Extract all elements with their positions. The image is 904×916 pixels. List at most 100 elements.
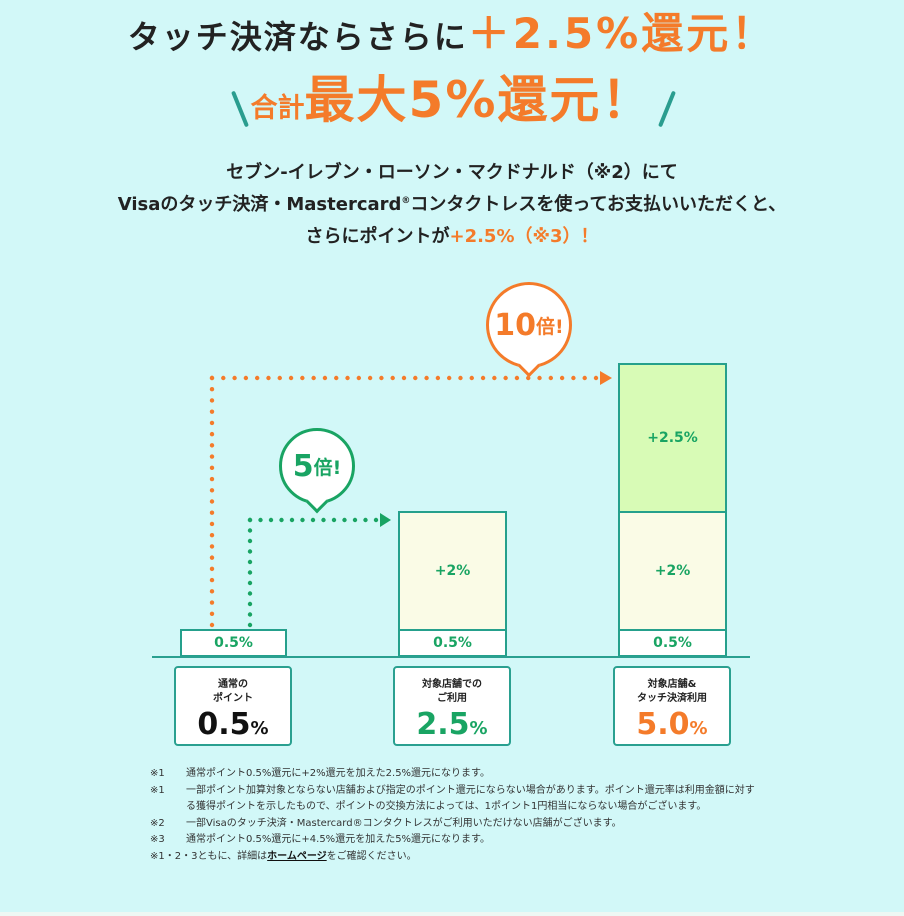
arrow-dot: [247, 517, 253, 523]
footnote-last: ※1・2・3ともに、詳細はホームページをご確認ください。: [150, 850, 417, 862]
arrow-dot: [209, 555, 215, 560]
arrow-dot: [247, 559, 253, 565]
description-line2-a: Visaのタッチ決済・Mastercard: [117, 194, 402, 215]
arrow-dot: [367, 375, 373, 381]
arrow-dot: [537, 375, 542, 381]
card-touch-value: 5.0%: [636, 707, 708, 742]
headline-total-label: 合計: [250, 93, 305, 124]
arrow-dot: [209, 544, 215, 549]
arrow-dot: [480, 375, 486, 381]
card-touch-label: 対象店舗& タッチ決済利用: [637, 679, 707, 704]
arrow-dot: [209, 398, 215, 403]
bubble-10x-number: 10: [494, 307, 537, 343]
arrow-dot: [413, 375, 418, 381]
card-target-label: 対象店舗での ご利用: [422, 679, 482, 704]
description-line2: Visaのタッチ決済・Mastercard®コンタクトレスを使ってお支払いいただ…: [0, 190, 904, 216]
arrow-dot: [514, 375, 520, 381]
arrow-dot: [363, 517, 368, 523]
green-arrowhead: [380, 513, 391, 527]
arrow-dot: [266, 375, 271, 381]
card-normal-point: 通常の ポイント 0.5%: [174, 666, 292, 746]
arrow-dot: [209, 375, 215, 381]
arrow-dot: [209, 521, 215, 527]
arrow-dot: [221, 375, 226, 381]
arrow-dot: [446, 375, 452, 381]
arrow-dot: [435, 375, 441, 381]
arrow-dot: [209, 409, 215, 414]
arrow-dot: [424, 375, 429, 381]
col3-touch-block: +2.5%: [618, 363, 727, 513]
arrow-dot: [247, 580, 253, 586]
arrow-dot: [334, 375, 339, 381]
arrow-dot: [209, 387, 215, 392]
card-normal-label: 通常の ポイント: [213, 679, 253, 704]
arrow-dot: [232, 375, 237, 381]
arrow-dot: [289, 517, 295, 523]
col3-base-block: 0.5%: [618, 629, 727, 657]
card-touch-payment: 対象店舗& タッチ決済利用 5.0%: [613, 666, 731, 746]
arrow-dot: [243, 375, 249, 381]
arrow-dot: [469, 375, 474, 381]
description-line2-b: コンタクトレスを使ってお支払いいただくと、: [410, 194, 787, 215]
arrow-dot: [503, 375, 508, 381]
footnote-item: ※2 一部Visaのタッチ決済・Mastercard®コンタクトレスがご利用いただ…: [150, 817, 622, 829]
arrow-dot: [247, 601, 253, 607]
arrow-dot: [209, 622, 215, 628]
arrow-dot: [209, 454, 215, 459]
arrow-dot: [209, 431, 215, 437]
arrow-dot: [321, 517, 326, 523]
card-normal-value: 0.5%: [197, 707, 269, 742]
headline-line2: 合計最大5%還元！: [0, 60, 904, 132]
arrow-dot: [288, 375, 294, 381]
arrow-dot: [548, 375, 554, 381]
orange-arrowhead: [600, 371, 612, 385]
arrow-dot: [254, 375, 260, 381]
arrow-dot: [390, 375, 395, 381]
description-line3-accent: +2.5%（※3）！: [449, 226, 599, 247]
footnote-item: ※3 通常ポイント0.5%還元に+4.5%還元を加えた5%還元になります。: [150, 834, 491, 845]
card-target-store: 対象店舗での ご利用 2.5%: [393, 666, 511, 746]
card-target-value: 2.5%: [416, 707, 488, 742]
footnote-item: ※1 通常ポイント0.5%還元に+2%還元を加えた2.5%還元になります。: [150, 768, 491, 779]
arrow-dot: [209, 420, 215, 426]
arrow-dot: [277, 375, 282, 381]
arrow-dot: [209, 577, 215, 583]
green-dotted-arrow: [247, 513, 391, 628]
arrow-dot: [279, 517, 284, 523]
arrow-dot: [209, 611, 215, 616]
arrow-dot: [300, 375, 305, 381]
footnote-item: ※1 一部ポイント加算対象とならない店舗および指定のポイント還元にならない場合があ…: [150, 784, 755, 813]
arrow-dot: [247, 591, 253, 596]
arrow-dot: [209, 600, 215, 605]
arrow-dot: [209, 476, 215, 482]
arrow-dot: [342, 517, 347, 523]
arrow-dot: [322, 375, 328, 381]
arrow-dot: [247, 622, 253, 628]
description-line3-a: さらにポイントが: [305, 226, 450, 247]
bottom-strip: [0, 912, 904, 916]
arrow-dot: [345, 375, 350, 381]
homepage-link[interactable]: ホームページ: [267, 850, 327, 862]
arrow-dot: [209, 443, 215, 448]
description-line1: セブン-イレブン・ローソン・マクドナルド（※2）にて: [226, 162, 678, 183]
headline-main-text: タッチ決済ならさらに: [127, 18, 468, 56]
arrow-dot: [300, 517, 305, 523]
chart-baseline: [152, 656, 750, 658]
orange-dotted-arrow: [209, 371, 612, 628]
arrow-dot: [559, 375, 565, 381]
arrow-dot: [258, 517, 263, 523]
registered-mark: ®: [401, 196, 411, 206]
col2-extra-block: +2%: [398, 511, 507, 631]
arrow-dot: [311, 375, 316, 381]
arrow-dot: [593, 375, 599, 381]
headline-accent-text: ＋2.5%還元！: [467, 9, 777, 58]
arrow-dot: [401, 375, 407, 381]
col1-base-block: 0.5%: [180, 629, 287, 657]
arrow-dot: [247, 528, 253, 533]
arrow-dot: [209, 465, 215, 471]
arrow-dot: [331, 517, 337, 523]
arrow-dot: [209, 488, 215, 493]
arrow-dot: [268, 517, 274, 523]
